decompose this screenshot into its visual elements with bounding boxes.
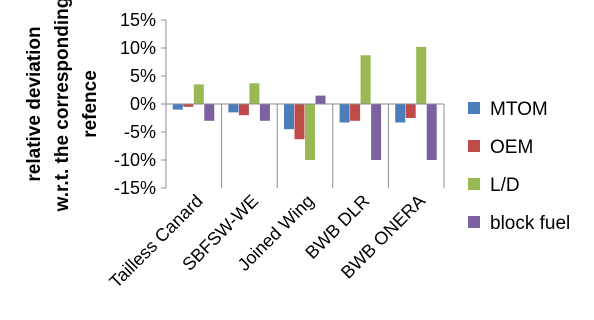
- legend-label: OEM: [490, 137, 533, 158]
- bar-oem-3: [350, 104, 361, 121]
- bar-block-fuel-1: [259, 104, 270, 121]
- bar-block-fuel-4: [426, 104, 437, 160]
- bar-l-d-0: [193, 84, 204, 104]
- bars: [172, 46, 437, 160]
- y-axis-label: relative deviation w.r.t. the correspond…: [24, 0, 101, 212]
- legend-swatch-mtom: [468, 102, 480, 114]
- axes: [161, 19, 445, 189]
- y-tick-label: -15%: [114, 178, 156, 198]
- y-tick-labels: 15% 10% 5% 0% -5% -10% -15%: [114, 10, 156, 198]
- bar-block-fuel-3: [371, 104, 382, 160]
- bar-mtom-3: [339, 104, 350, 123]
- bar-block-fuel-0: [204, 104, 215, 121]
- bar-oem-0: [183, 104, 194, 107]
- bar-oem-1: [238, 104, 249, 116]
- y-tick-label: 10%: [120, 38, 156, 58]
- legend-label: MTOM: [490, 99, 548, 120]
- bar-l-d-3: [360, 55, 371, 104]
- y-tick-label: 0%: [130, 94, 156, 114]
- y-tick-label: -10%: [114, 150, 156, 170]
- y-axis-label-line-3: refence: [80, 70, 101, 138]
- bar-block-fuel-2: [315, 95, 326, 104]
- legend-swatch-block-fuel: [468, 216, 480, 228]
- y-tick-label: 15%: [120, 10, 156, 30]
- legend-swatch-l-d: [468, 178, 480, 190]
- bar-oem-4: [405, 104, 416, 118]
- legend-label: block fuel: [490, 213, 570, 234]
- y-axis-label-line-1: relative deviation: [24, 26, 45, 181]
- y-axis-label-line-2: w.r.t. the corresponding: [52, 0, 73, 212]
- bar-mtom-1: [228, 104, 239, 113]
- legend: MTOM OEM L/D block fuel: [468, 99, 570, 234]
- bar-l-d-4: [416, 46, 427, 104]
- legend-swatch-oem: [468, 140, 480, 152]
- y-tick-label: 5%: [130, 66, 156, 86]
- x-tick-label: Tailless Canard: [105, 191, 206, 292]
- legend-label: L/D: [490, 175, 520, 196]
- y-tick-label: -5%: [124, 122, 156, 142]
- bar-mtom-0: [172, 104, 183, 110]
- bar-mtom-2: [284, 104, 294, 130]
- bar-l-d-2: [305, 104, 315, 160]
- bar-mtom-4: [395, 104, 406, 123]
- bar-oem-2: [294, 104, 305, 140]
- bar-l-d-1: [249, 83, 260, 104]
